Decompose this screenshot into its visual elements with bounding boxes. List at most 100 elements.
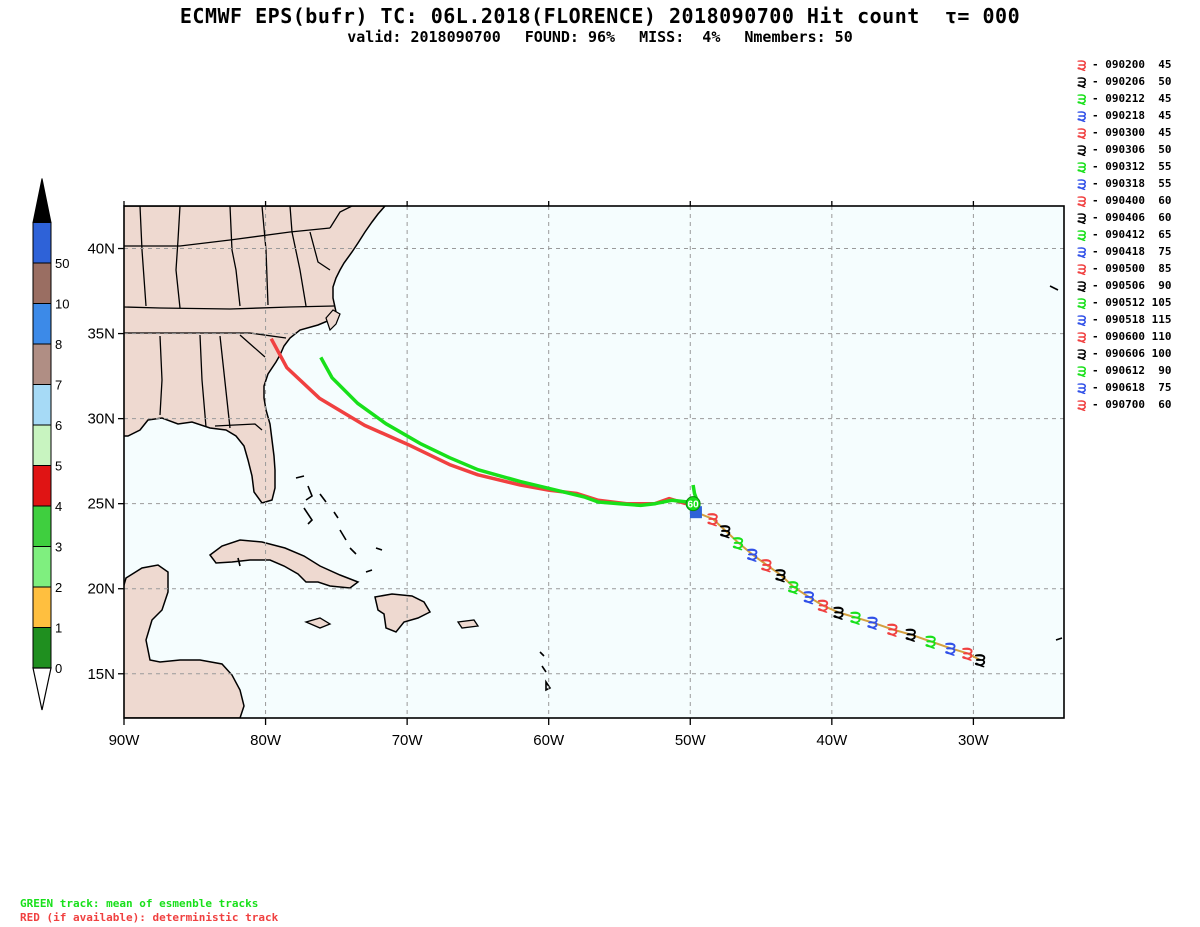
hurricane-symbol-icon: ੩ — [818, 596, 829, 617]
hurricane-symbol-icon: ੩ — [1077, 106, 1087, 125]
colorbar-segment — [32, 424, 52, 466]
hurricane-symbol-icon: ੩ — [761, 555, 772, 576]
land-jamaica — [304, 617, 332, 629]
colorbar-segment — [32, 546, 52, 588]
hurricane-symbol-icon: ੩ — [1077, 208, 1087, 227]
lat-label: 40N — [87, 241, 115, 258]
legend-text: - 090212 45 — [1092, 92, 1172, 105]
colorbar-segment — [32, 505, 52, 547]
lat-label: 15N — [87, 666, 115, 683]
colorbar-segment — [32, 343, 52, 385]
legend-row: ੩ - 090306 50 — [1076, 140, 1200, 159]
legend-text: - 090300 45 — [1092, 126, 1172, 139]
legend-text: - 090418 75 — [1092, 245, 1172, 258]
hurricane-symbol-icon: ੩ — [1077, 344, 1087, 363]
colorbar-segment — [32, 222, 52, 264]
legend-text: - 090312 55 — [1092, 160, 1172, 173]
legend-text: - 090700 60 — [1092, 398, 1172, 411]
land-lesser-antilles — [539, 285, 1063, 692]
lon-label: 60W — [533, 732, 565, 749]
hurricane-symbol-icon: ੩ — [1077, 395, 1087, 414]
land-central-america — [124, 564, 245, 718]
legend-row: ੩ - 090506 90 — [1076, 277, 1200, 295]
hurricane-symbol-icon: ੩ — [788, 577, 799, 598]
legend-text: - 090506 90 — [1092, 279, 1172, 292]
hurricane-symbol-icon: ੩ — [850, 608, 861, 629]
lon-label: 30W — [958, 732, 990, 749]
colorbar-label: 0 — [55, 661, 62, 676]
legend-row: ੩ - 090312 55 — [1076, 157, 1200, 176]
legend-text: - 090618 75 — [1092, 381, 1172, 394]
legend-row: ੩ - 090206 50 — [1076, 73, 1200, 91]
legend-row: ੩ - 090400 60 — [1076, 192, 1200, 210]
hurricane-symbol-icon: ੩ — [720, 521, 731, 542]
legend-text: - 090518 115 — [1092, 313, 1172, 326]
land-north-america — [124, 206, 386, 504]
hurricane-symbol-icon: ੩ — [1077, 310, 1087, 329]
hurricane-symbol-icon: ੩ — [867, 613, 878, 634]
colorbar-bottom-arrow — [32, 667, 52, 711]
nmembers: Nmembers: 50 — [744, 28, 853, 46]
lon-label: 70W — [392, 732, 424, 749]
legend-text: - 090306 50 — [1092, 143, 1172, 156]
legend-text: - 090512 105 — [1092, 296, 1172, 309]
colorbar-segment — [32, 262, 52, 304]
hurricane-symbol-icon: ੩ — [1077, 157, 1087, 176]
legend-text: - 090318 55 — [1092, 177, 1172, 190]
green-track-note: GREEN track: mean of esmenble tracks — [20, 897, 259, 910]
legend-text: - 090412 65 — [1092, 228, 1172, 241]
hurricane-symbol-icon: ੩ — [1077, 327, 1087, 346]
lon-label: 50W — [675, 732, 707, 749]
colorbar: 0 1 2 3 4 5 6 7 8 10 50 — [32, 178, 69, 711]
hurricane-symbol-icon: ੩ — [1077, 89, 1087, 108]
legend-row: ੩ - 090700 60 — [1076, 395, 1200, 414]
land-puerto-rico — [456, 619, 480, 629]
forecast-legend: ੩ - 090200 45 ੩ - 090206 50 ੩ - 090212 45 ੩ - 0… — [1076, 55, 1200, 414]
hurricane-symbol-icon: ੩ — [707, 509, 718, 530]
hurricane-symbol-icon: ੩ — [975, 650, 986, 671]
colorbar-segment — [32, 465, 52, 507]
legend-row: ੩ - 090200 45 — [1076, 55, 1200, 74]
colorbar-top-arrow — [32, 178, 52, 223]
gridlines — [124, 206, 1064, 718]
axis-labels: 90W 80W 70W 60W 50W 40W 30W 40N 35N 30N 25N 20N 15N — [87, 241, 989, 749]
valid-time: valid: 2018090700 — [347, 28, 501, 46]
land-bahamas — [237, 475, 383, 573]
hurricane-symbol-icon: ੩ — [945, 638, 956, 659]
colorbar-label: 6 — [55, 418, 62, 433]
legend-row: ੩ - 090606 100 — [1076, 344, 1200, 363]
legend-row: ੩ - 090406 60 — [1076, 208, 1200, 227]
lon-label: 80W — [250, 732, 282, 749]
land-delmarva — [325, 309, 341, 332]
colorbar-segment — [32, 586, 52, 628]
legend-text: - 090612 90 — [1092, 364, 1172, 377]
colorbar-label: 50 — [55, 256, 69, 271]
legend-text: - 090200 45 — [1092, 58, 1172, 71]
hurricane-symbol-icon: ੩ — [1077, 140, 1087, 159]
hurricane-symbol-icon: ੩ — [833, 603, 844, 624]
legend-row: ੩ - 090618 75 — [1076, 379, 1200, 397]
storm-label-bubble — [685, 496, 701, 512]
hurricane-symbol-icon: ੩ — [1077, 174, 1087, 193]
legend-row: ੩ - 090500 85 — [1076, 260, 1200, 278]
colorbar-label: 8 — [55, 337, 62, 352]
legend-text: - 090206 50 — [1092, 75, 1172, 88]
legend-row: ੩ - 090418 75 — [1076, 243, 1200, 261]
legend-text: - 090400 60 — [1092, 194, 1172, 207]
legend-row: ੩ - 090218 45 — [1076, 106, 1200, 125]
axis-ticks — [118, 201, 975, 725]
hurricane-symbol-icon: ੩ — [775, 565, 786, 586]
map-frame — [123, 205, 1065, 719]
legend-text: - 090218 45 — [1092, 109, 1172, 122]
chart-subtitle: valid: 2018090700 FOUND: 96% MISS: 4% Nmemb… — [0, 28, 1200, 46]
legend-text: - 090500 85 — [1092, 262, 1172, 275]
legend-row: ੩ - 090318 55 — [1076, 174, 1200, 193]
storm-label: 60 — [688, 500, 700, 511]
hurricane-symbol-icon: ੩ — [1077, 293, 1087, 312]
legend-row: ੩ - 090300 45 — [1076, 124, 1200, 142]
colorbar-label: 4 — [55, 499, 62, 514]
hurricane-symbol-icon: ੩ — [804, 587, 815, 608]
hurricane-symbol-icon: ੩ — [1077, 55, 1087, 74]
